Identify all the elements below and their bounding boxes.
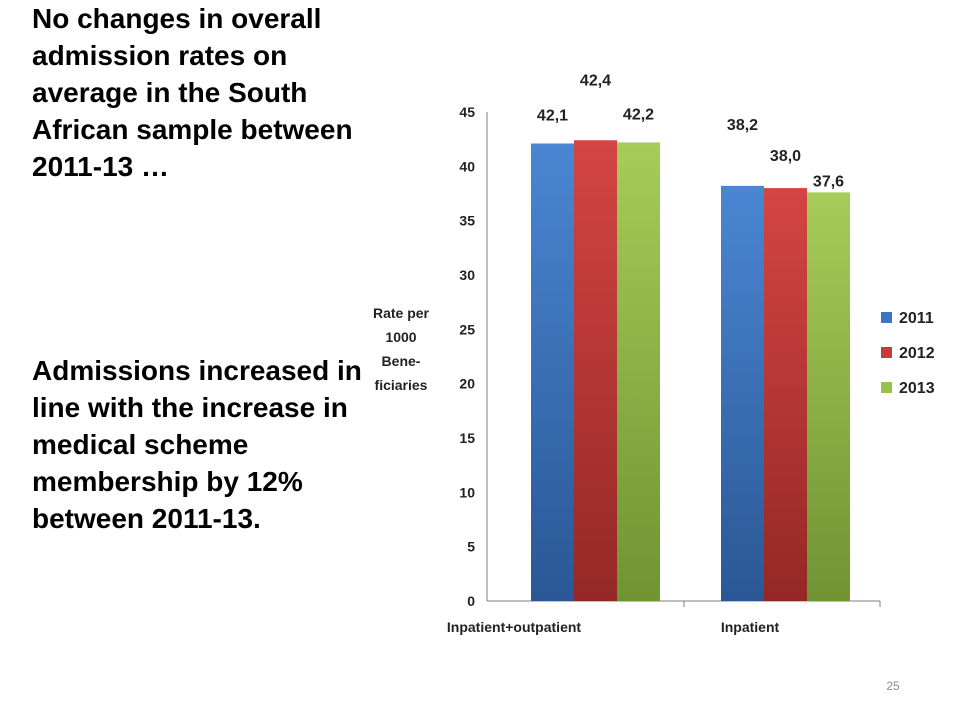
summary-paragraph-2: Admissions increased in line with the in… — [32, 352, 362, 537]
text-block: No changes in overall admission rates on… — [32, 0, 362, 185]
y-axis-label-line: Rate per — [373, 305, 430, 321]
legend-label: 2013 — [899, 380, 935, 397]
bar-2012-0 — [574, 140, 617, 601]
bar-2011-0 — [531, 143, 574, 601]
y-axis-ticks: 0 5 10 15 20 25 30 35 40 45 — [459, 104, 475, 609]
legend: 2011 2012 2013 — [881, 310, 935, 397]
y-axis-label-line: Bene- — [382, 353, 421, 369]
bar-2013-0 — [617, 142, 660, 601]
bar-2011-1 — [721, 185, 764, 602]
data-label: 42,4 — [580, 72, 611, 89]
y-tick-label: 5 — [467, 539, 475, 555]
y-tick-label: 45 — [459, 104, 475, 120]
summary-paragraph-1: No changes in overall admission rates on… — [32, 3, 353, 182]
data-label: 38,0 — [770, 148, 801, 165]
legend-swatch-2011 — [881, 312, 892, 323]
data-label: 37,6 — [813, 173, 844, 190]
y-tick-label: 30 — [459, 267, 475, 283]
y-axis-label-line: ficiaries — [375, 377, 428, 393]
y-tick-label: 25 — [459, 321, 475, 337]
legend-label: 2012 — [899, 345, 935, 362]
y-tick-label: 10 — [459, 484, 475, 500]
x-axis-labels: Inpatient+outpatient Inpatient — [447, 619, 780, 635]
summary-paragraph-2-text: Admissions increased in line with the in… — [32, 355, 362, 534]
bars — [531, 140, 850, 602]
slide-number: 25 — [886, 679, 900, 693]
legend-swatch-2012 — [881, 347, 892, 358]
data-labels: 42,1 42,4 42,2 38,2 38,0 37,6 — [537, 72, 844, 190]
x-category-label: Inpatient — [721, 619, 780, 635]
y-tick-label: 20 — [459, 376, 475, 392]
x-category-label: Inpatient+outpatient — [447, 619, 582, 635]
bar-2012-1 — [764, 188, 807, 602]
y-axis-label: Rate per 1000 Bene-ficiaries — [373, 305, 430, 393]
y-tick-label: 15 — [459, 430, 475, 446]
y-tick-label: 40 — [459, 158, 475, 174]
data-label: 42,2 — [623, 106, 654, 123]
y-tick-label: 35 — [459, 213, 475, 229]
data-label: 38,2 — [727, 117, 758, 134]
data-label: 42,1 — [537, 108, 568, 125]
bar-2013-1 — [807, 192, 850, 601]
legend-label: 2011 — [899, 310, 934, 327]
y-tick-label: 0 — [467, 593, 475, 609]
legend-swatch-2013 — [881, 382, 892, 393]
y-axis-label-line: 1000 — [385, 329, 416, 345]
